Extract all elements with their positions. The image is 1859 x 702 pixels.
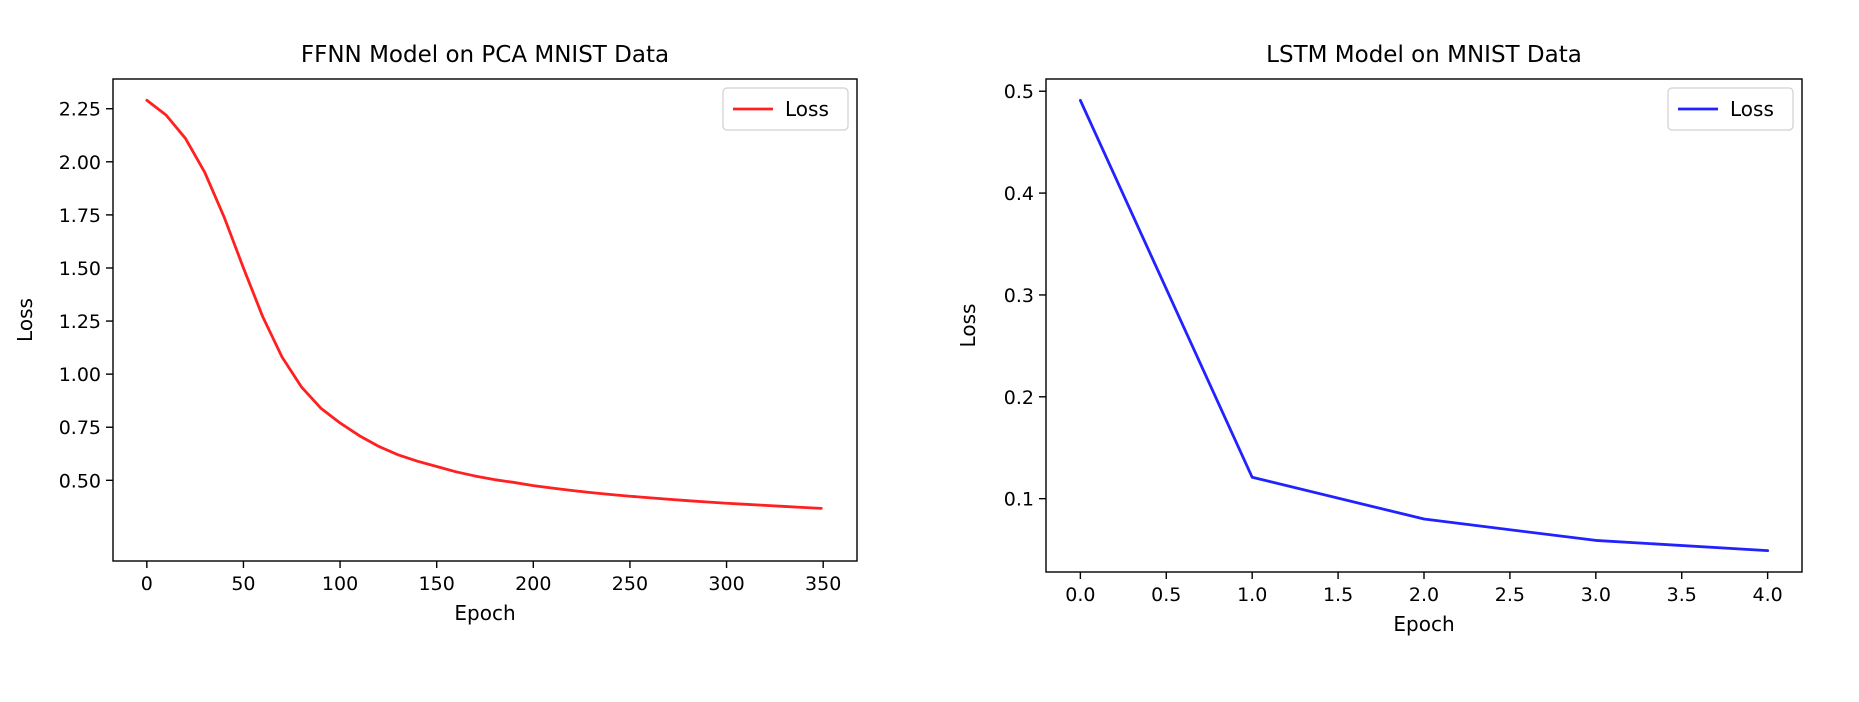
ffnn-x-tick-label: 0 (141, 573, 153, 595)
ffnn-x-tick-label: 300 (708, 573, 744, 595)
ffnn-x-tick-label: 50 (231, 573, 255, 595)
ffnn-chart-title: FFNN Model on PCA MNIST Data (301, 42, 669, 68)
ffnn-axes-frame (112, 78, 858, 562)
ffnn-x-tick-label: 350 (805, 573, 841, 595)
lstm-loss-chart: LSTM Model on MNIST Data 0.0 0.5 1.0 1.5 2.0 2… (956, 42, 1803, 636)
lstm-y-tick-label: 0.2 (1004, 387, 1034, 409)
lstm-x-tick-label: 0.0 (1065, 584, 1095, 606)
ffnn-y-tick-label: 2.00 (59, 152, 101, 174)
lstm-legend-box (1667, 87, 1794, 131)
lstm-x-tick-label: 0.5 (1151, 584, 1181, 606)
ffnn-x-tick-label: 250 (612, 573, 648, 595)
ffnn-x-tick-label: 200 (515, 573, 551, 595)
ffnn-x-axis-label: Epoch (454, 601, 515, 625)
lstm-x-tick-label: 3.0 (1581, 584, 1611, 606)
lstm-x-axis-label: Epoch (1393, 612, 1454, 636)
lstm-axes-frame (1045, 78, 1803, 573)
lstm-y-tick-label: 0.5 (1004, 81, 1034, 103)
lstm-x-tick-label: 1.5 (1323, 584, 1353, 606)
lstm-y-tick-label: 0.4 (1004, 183, 1034, 205)
ffnn-loss-chart: FFNN Model on PCA MNIST Data 0 50 100 150 200… (13, 42, 858, 625)
ffnn-y-axis-label: Loss (13, 298, 37, 342)
lstm-chart-title: LSTM Model on MNIST Data (1266, 42, 1582, 68)
ffnn-x-tick-label: 150 (419, 573, 455, 595)
ffnn-y-tick-label: 0.75 (59, 417, 101, 439)
lstm-x-tick-label: 4.0 (1753, 584, 1783, 606)
ffnn-series-line-0 (145, 98, 823, 510)
lstm-legend: Loss (1667, 87, 1794, 131)
ffnn-legend-box (722, 87, 849, 131)
ffnn-x-tick-label: 100 (322, 573, 358, 595)
lstm-series-line-0 (1078, 98, 1770, 553)
lstm-x-tick-label: 3.5 (1667, 584, 1697, 606)
ffnn-legend: Loss (722, 87, 849, 131)
lstm-y-axis-label: Loss (956, 304, 980, 348)
lstm-y-tick-label: 0.1 (1004, 489, 1034, 511)
ffnn-y-tick-label: 2.25 (59, 99, 101, 121)
ffnn-y-tick-label: 0.50 (59, 470, 101, 492)
lstm-y-tick-label: 0.3 (1004, 285, 1034, 307)
ffnn-y-tick-label: 1.00 (59, 364, 101, 386)
lstm-x-tick-label: 2.5 (1495, 584, 1525, 606)
ffnn-y-tick-label: 1.75 (59, 205, 101, 227)
ffnn-y-tick-label: 1.25 (59, 311, 101, 333)
lstm-legend-label: Loss (1730, 97, 1774, 121)
ffnn-legend-label: Loss (785, 97, 829, 121)
lstm-x-tick-label: 1.0 (1237, 584, 1267, 606)
lstm-x-tick-label: 2.0 (1409, 584, 1439, 606)
ffnn-y-tick-label: 1.50 (59, 258, 101, 280)
